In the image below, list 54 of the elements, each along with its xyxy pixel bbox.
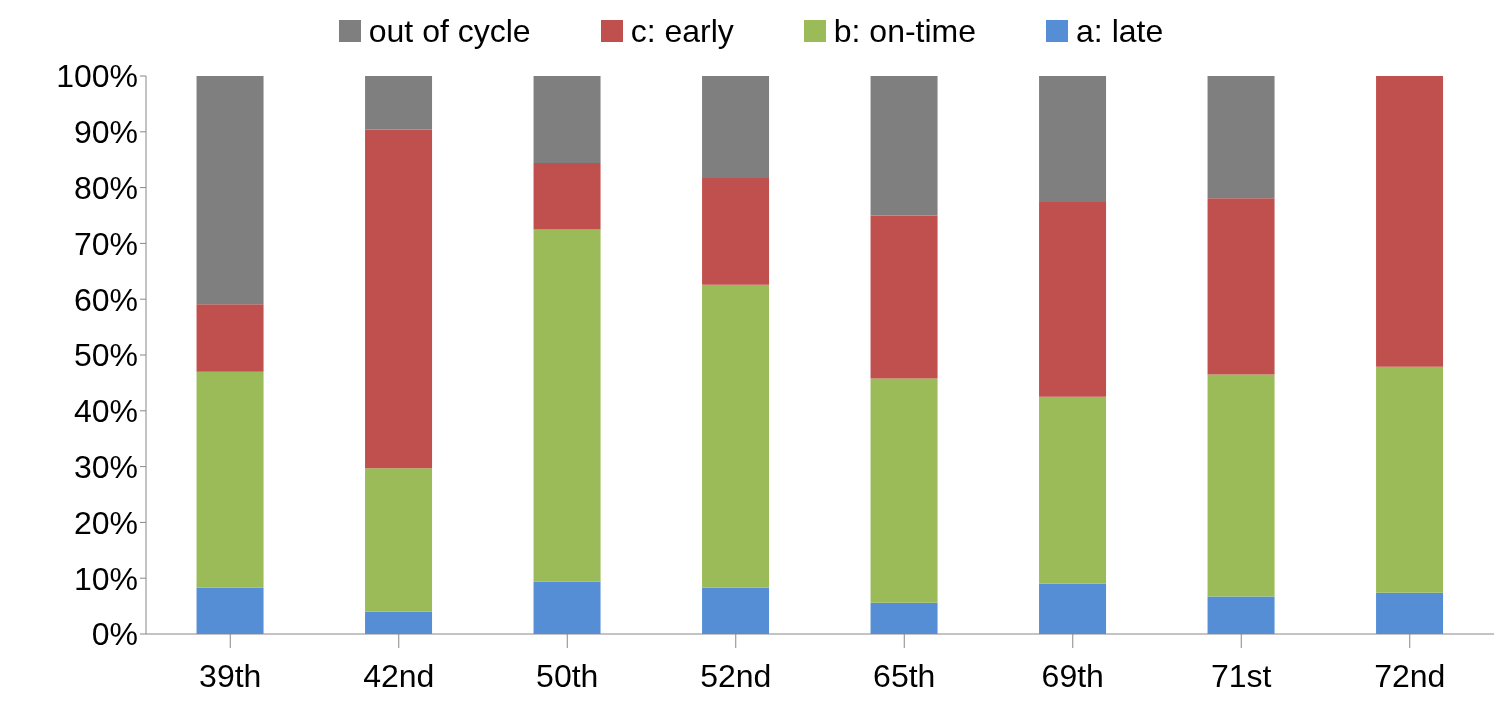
- y-tick-label: 100%: [56, 58, 138, 95]
- y-tick-label: 10%: [73, 560, 138, 597]
- bar: [365, 611, 433, 634]
- bar: [1207, 198, 1275, 375]
- y-tick-label: 40%: [73, 393, 138, 430]
- bar: [1039, 396, 1107, 584]
- bar: [365, 129, 433, 469]
- bar: [702, 587, 770, 634]
- y-tick-label: 90%: [73, 114, 138, 151]
- bar: [702, 284, 770, 588]
- bar: [1207, 76, 1275, 199]
- bar: [1207, 596, 1275, 634]
- bar: [870, 378, 938, 603]
- y-tick-label: 30%: [73, 448, 138, 485]
- bar: [196, 304, 264, 372]
- bar: [1376, 592, 1444, 634]
- bar: [1376, 366, 1444, 593]
- bar: [533, 229, 601, 582]
- y-tick-label: 70%: [73, 225, 138, 262]
- bar: [1039, 202, 1107, 397]
- x-tick-label: 69th: [1041, 657, 1104, 694]
- bar: [533, 581, 601, 634]
- y-tick-label: 60%: [73, 281, 138, 318]
- bar: [702, 178, 770, 285]
- bar: [196, 76, 264, 305]
- bar: [196, 587, 264, 634]
- legend-label: out of cycle: [368, 12, 531, 50]
- x-tick-label: 50th: [536, 657, 599, 694]
- bar: [870, 215, 938, 379]
- bar: [365, 76, 433, 130]
- bar: [196, 371, 264, 588]
- legend-label: b: on-time: [833, 12, 977, 50]
- bar: [870, 602, 938, 634]
- bar: [1039, 76, 1107, 203]
- bar: [1207, 374, 1275, 597]
- y-tick-label: 80%: [73, 169, 138, 206]
- x-tick-label: 72nd: [1374, 657, 1446, 694]
- x-tick-label: 52nd: [700, 657, 772, 694]
- bar: [533, 163, 601, 230]
- x-tick-label: 65th: [873, 657, 936, 694]
- bar: [702, 76, 770, 179]
- y-tick-label: 20%: [73, 504, 138, 541]
- bar: [1039, 583, 1107, 634]
- bar: [870, 76, 938, 216]
- x-tick-label: 71st: [1211, 657, 1272, 694]
- bar: [365, 468, 433, 612]
- bar: [533, 76, 601, 164]
- x-tick-label: 42nd: [363, 657, 435, 694]
- x-tick-label: 39th: [199, 657, 262, 694]
- y-tick-label: 0%: [91, 616, 138, 653]
- legend-label: a: late: [1076, 12, 1164, 50]
- legend-label: c: early: [630, 12, 734, 50]
- bar: [1376, 76, 1444, 367]
- y-tick-label: 50%: [73, 337, 138, 374]
